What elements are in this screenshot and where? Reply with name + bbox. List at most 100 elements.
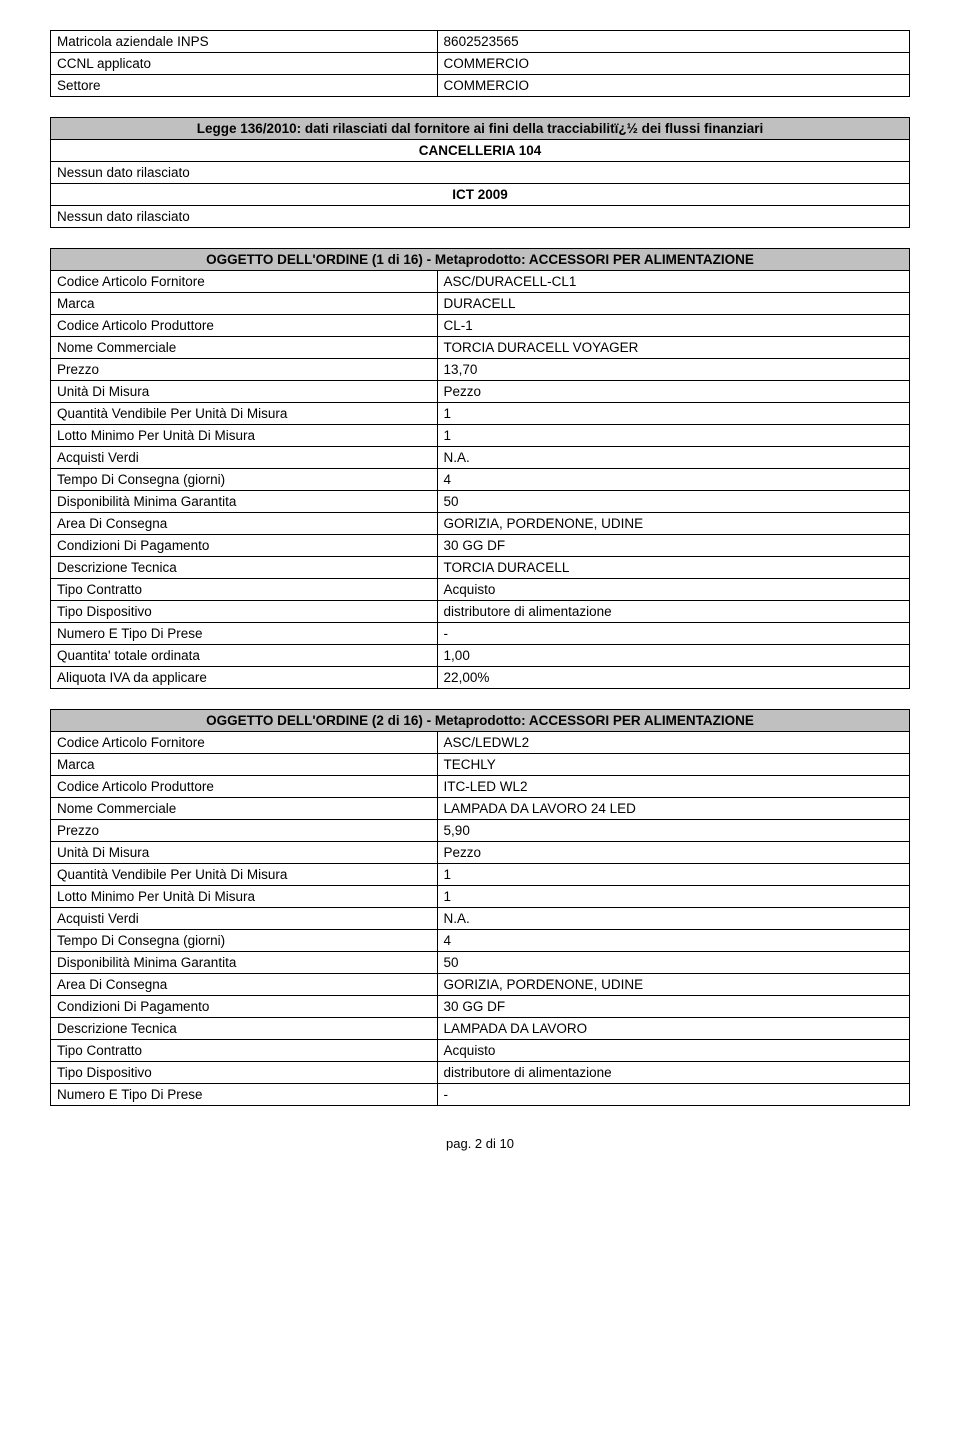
legge-row2: Nessun dato rilasciato (51, 206, 910, 228)
table-row: Unità Di MisuraPezzo (51, 842, 910, 864)
row-label: Unità Di Misura (51, 842, 438, 864)
row-label: Marca (51, 293, 438, 315)
row-label: Condizioni Di Pagamento (51, 535, 438, 557)
row-label: Acquisti Verdi (51, 447, 438, 469)
table-row: Area Di ConsegnaGORIZIA, PORDENONE, UDIN… (51, 513, 910, 535)
legge-table: Legge 136/2010: dati rilasciati dal forn… (50, 117, 910, 228)
table-row: Codice Articolo FornitoreASC/LEDWL2 (51, 732, 910, 754)
table-row: Disponibilità Minima Garantita50 (51, 491, 910, 513)
table-row: Codice Articolo ProduttoreITC-LED WL2 (51, 776, 910, 798)
legge-row2-value: Nessun dato rilasciato (51, 206, 910, 228)
row-label: Quantità Vendibile Per Unità Di Misura (51, 403, 438, 425)
table-row: Quantità Vendibile Per Unità Di Misura1 (51, 864, 910, 886)
table-row: Tipo ContrattoAcquisto (51, 579, 910, 601)
row-value: LAMPADA DA LAVORO 24 LED (437, 798, 909, 820)
row-value: Acquisto (437, 1040, 909, 1062)
row-label: Quantita' totale ordinata (51, 645, 438, 667)
row-label: Settore (51, 75, 438, 97)
table-row: Quantita' totale ordinata1,00 (51, 645, 910, 667)
row-label: Codice Articolo Fornitore (51, 732, 438, 754)
table-row: Matricola aziendale INPS 8602523565 (51, 31, 910, 53)
row-value: ITC-LED WL2 (437, 776, 909, 798)
row-label: Tempo Di Consegna (giorni) (51, 930, 438, 952)
order2-header: OGGETTO DELL'ORDINE (2 di 16) - Metaprod… (51, 710, 910, 732)
row-label: Tipo Contratto (51, 1040, 438, 1062)
row-value: N.A. (437, 908, 909, 930)
row-label: Lotto Minimo Per Unità Di Misura (51, 886, 438, 908)
row-value: 1 (437, 886, 909, 908)
table-row: Condizioni Di Pagamento30 GG DF (51, 535, 910, 557)
order1-table: OGGETTO DELL'ORDINE (1 di 16) - Metaprod… (50, 248, 910, 689)
row-label: Quantità Vendibile Per Unità Di Misura (51, 864, 438, 886)
row-label: Nome Commerciale (51, 798, 438, 820)
order1-header: OGGETTO DELL'ORDINE (1 di 16) - Metaprod… (51, 249, 910, 271)
row-value: 22,00% (437, 667, 909, 689)
row-label: Disponibilità Minima Garantita (51, 952, 438, 974)
legge-sub2-row: ICT 2009 (51, 184, 910, 206)
row-value: 1 (437, 425, 909, 447)
table-row: Nome CommercialeLAMPADA DA LAVORO 24 LED (51, 798, 910, 820)
row-value: 5,90 (437, 820, 909, 842)
page-footer: pag. 2 di 10 (50, 1136, 910, 1151)
row-value: TORCIA DURACELL VOYAGER (437, 337, 909, 359)
table-row: Prezzo5,90 (51, 820, 910, 842)
table-row: Area Di ConsegnaGORIZIA, PORDENONE, UDIN… (51, 974, 910, 996)
table-row: Settore COMMERCIO (51, 75, 910, 97)
row-label: Codice Articolo Produttore (51, 315, 438, 337)
row-label: CCNL applicato (51, 53, 438, 75)
table-row: Acquisti VerdiN.A. (51, 447, 910, 469)
row-value: 4 (437, 930, 909, 952)
row-label: Numero E Tipo Di Prese (51, 1084, 438, 1106)
row-value: 1 (437, 403, 909, 425)
table-row: Codice Articolo ProduttoreCL-1 (51, 315, 910, 337)
table-row: Quantità Vendibile Per Unità Di Misura1 (51, 403, 910, 425)
row-value: 4 (437, 469, 909, 491)
row-label: Aliquota IVA da applicare (51, 667, 438, 689)
table-row: MarcaDURACELL (51, 293, 910, 315)
row-value: 1 (437, 864, 909, 886)
row-value: ASC/DURACELL-CL1 (437, 271, 909, 293)
table-row: Unità Di MisuraPezzo (51, 381, 910, 403)
row-value: COMMERCIO (437, 75, 909, 97)
table-row: Numero E Tipo Di Prese- (51, 623, 910, 645)
row-label: Acquisti Verdi (51, 908, 438, 930)
table-row: Lotto Minimo Per Unità Di Misura1 (51, 886, 910, 908)
table-row: Lotto Minimo Per Unità Di Misura1 (51, 425, 910, 447)
table-row: Condizioni Di Pagamento30 GG DF (51, 996, 910, 1018)
row-label: Tipo Dispositivo (51, 601, 438, 623)
row-label: Marca (51, 754, 438, 776)
table-row: Numero E Tipo Di Prese- (51, 1084, 910, 1106)
row-label: Numero E Tipo Di Prese (51, 623, 438, 645)
table-row: Tipo ContrattoAcquisto (51, 1040, 910, 1062)
table-row: Nome CommercialeTORCIA DURACELL VOYAGER (51, 337, 910, 359)
row-value: 50 (437, 952, 909, 974)
legge-sub1: CANCELLERIA 104 (51, 140, 910, 162)
legge-sub1-row: CANCELLERIA 104 (51, 140, 910, 162)
row-value: distributore di alimentazione (437, 601, 909, 623)
row-value: Pezzo (437, 842, 909, 864)
row-label: Descrizione Tecnica (51, 1018, 438, 1040)
legge-header: Legge 136/2010: dati rilasciati dal forn… (51, 118, 910, 140)
order1-header-row: OGGETTO DELL'ORDINE (1 di 16) - Metaprod… (51, 249, 910, 271)
row-label: Prezzo (51, 359, 438, 381)
row-label: Disponibilità Minima Garantita (51, 491, 438, 513)
row-label: Condizioni Di Pagamento (51, 996, 438, 1018)
table-row: Descrizione TecnicaTORCIA DURACELL (51, 557, 910, 579)
row-label: Nome Commerciale (51, 337, 438, 359)
table-row: Codice Articolo FornitoreASC/DURACELL-CL… (51, 271, 910, 293)
order2-table: OGGETTO DELL'ORDINE (2 di 16) - Metaprod… (50, 709, 910, 1106)
row-value: 30 GG DF (437, 535, 909, 557)
row-label: Unità Di Misura (51, 381, 438, 403)
row-value: TORCIA DURACELL (437, 557, 909, 579)
table-row: Descrizione TecnicaLAMPADA DA LAVORO (51, 1018, 910, 1040)
legge-sub2: ICT 2009 (51, 184, 910, 206)
row-value: distributore di alimentazione (437, 1062, 909, 1084)
row-value: 50 (437, 491, 909, 513)
row-value: N.A. (437, 447, 909, 469)
legge-row1: Nessun dato rilasciato (51, 162, 910, 184)
order2-header-row: OGGETTO DELL'ORDINE (2 di 16) - Metaprod… (51, 710, 910, 732)
legge-row1-value: Nessun dato rilasciato (51, 162, 910, 184)
row-label: Area Di Consegna (51, 974, 438, 996)
row-label: Area Di Consegna (51, 513, 438, 535)
row-value: 8602523565 (437, 31, 909, 53)
